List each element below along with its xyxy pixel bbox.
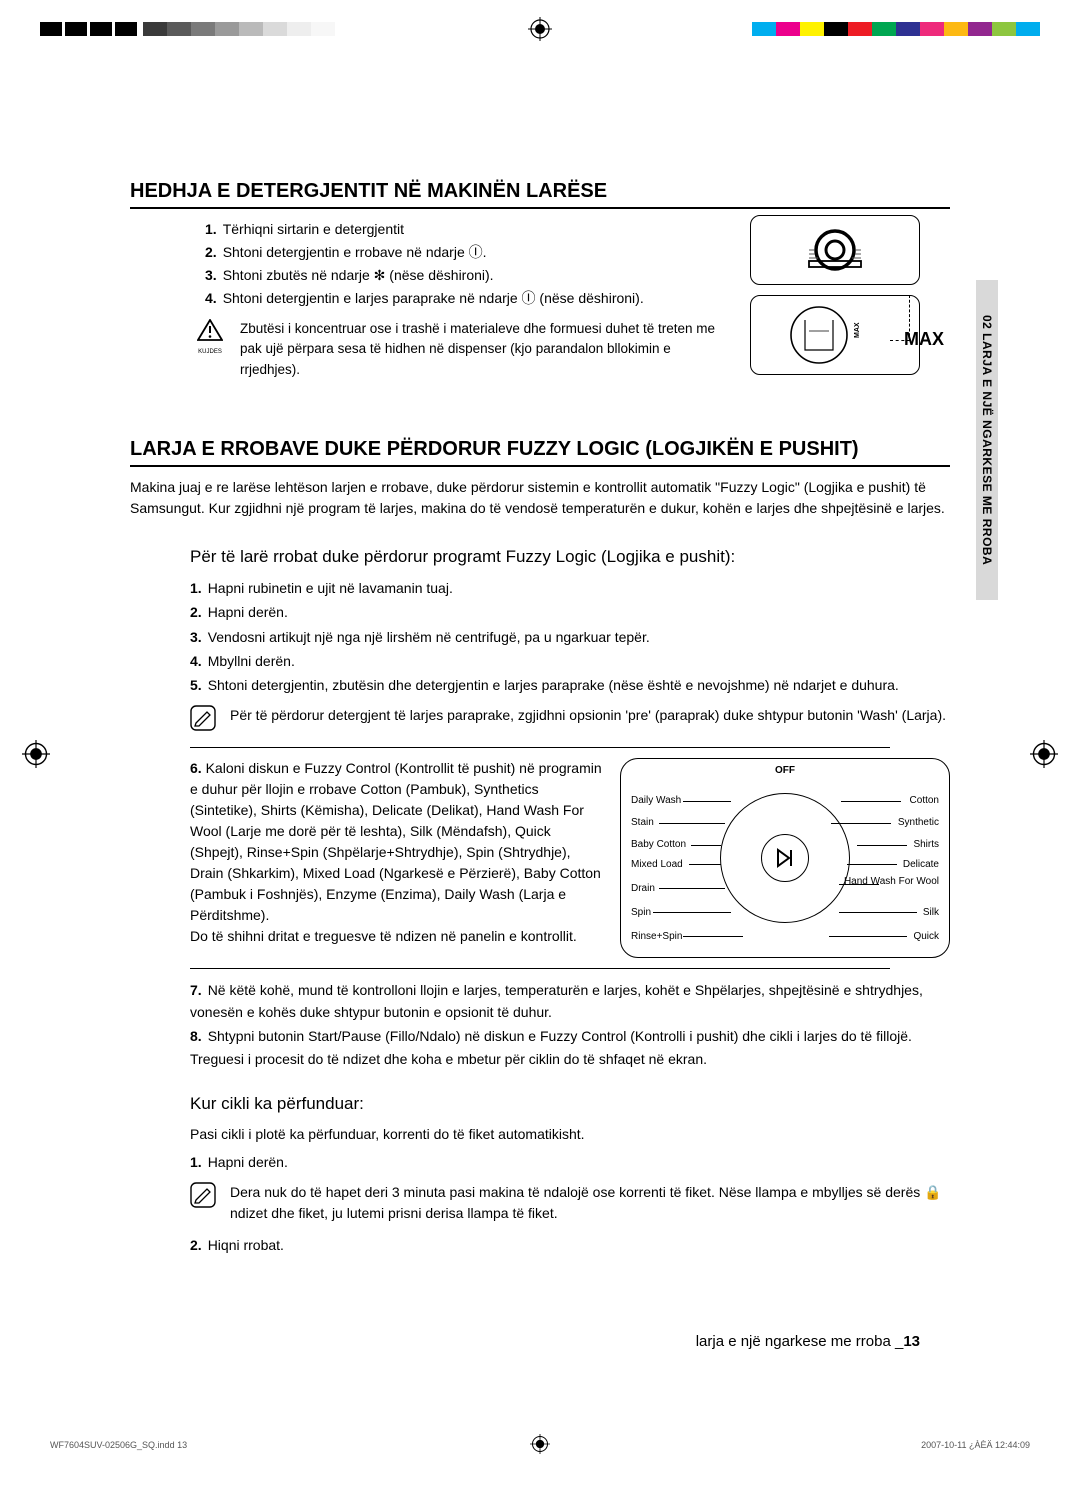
- after-text: Pasi cikli i plotë ka përfunduar, korren…: [190, 1124, 950, 1145]
- dial-label: Shirts: [913, 839, 939, 850]
- list-item: 2.Hiqni rrobat.: [190, 1234, 950, 1256]
- after-steps: 1.Hapni derën.: [190, 1151, 950, 1173]
- section2-intro: Makina juaj e re larëse lehtëson larjen …: [130, 477, 950, 519]
- reg-grey-gradient: [143, 22, 335, 36]
- note-icon: [190, 705, 218, 737]
- dial-label: Mixed Load: [631, 859, 683, 870]
- registration-crosshair-icon: [22, 740, 50, 768]
- list-item: 2.Shtoni detergjentin e rrobave në ndarj…: [205, 242, 685, 263]
- reg-black-blocks: [40, 22, 137, 36]
- list-item: 2.Hapni derën.: [190, 601, 950, 623]
- after-steps-2: 2.Hiqni rrobat.: [190, 1234, 950, 1256]
- print-registration-bar: [40, 20, 1040, 38]
- warning-text: Zbutësi i koncentruar ose i trashë i mat…: [240, 319, 730, 380]
- dial-label: Delicate: [903, 859, 939, 870]
- section2-steps7-8: 7.Në këtë kohë, mund të kontrolloni lloj…: [190, 979, 950, 1071]
- warning-icon: KUJDES: [190, 319, 230, 380]
- list-item: 4.Shtoni detergjentin e larjes paraprake…: [205, 288, 685, 309]
- print-file-name: WF7604SUV-02506G_SQ.indd 13: [50, 1440, 187, 1450]
- footer-text: larja e një ngarkese me rroba _: [696, 1333, 904, 1350]
- section2-steps1-5: 1.Hapni rubinetin e ujit në lavamanin tu…: [190, 577, 950, 697]
- section1-title: HEDHJA E DETERGJENTIT NË MAKINËN LARËSE: [130, 180, 950, 209]
- tip-note-1: Për të përdorur detergjent të larjes par…: [190, 705, 950, 737]
- chapter-side-tab-label: 02 LARJA E NJË NGARKESE ME RROBA: [980, 315, 994, 565]
- list-item: 3.Vendosni artikujt një nga një lirshëm …: [190, 626, 950, 648]
- tip-text: Për të përdorur detergjent të larjes par…: [230, 705, 946, 737]
- detergent-figures: MAX MAX: [720, 215, 950, 375]
- chapter-side-tab: 02 LARJA E NJË NGARKESE ME RROBA: [976, 280, 998, 600]
- reg-color-swatches: [752, 22, 1040, 36]
- max-label: MAX: [904, 329, 944, 350]
- section2-title: LARJA E RROBAVE DUKE PËRDORUR FUZZY LOGI…: [130, 438, 950, 467]
- list-item: 1.Tërhiqni sirtarin e detergjentit: [205, 219, 685, 240]
- dial-label: Daily Wash: [631, 795, 681, 806]
- step6-text: 6. Kaloni diskun e Fuzzy Control (Kontro…: [190, 758, 602, 958]
- print-timestamp: 2007-10-11 ¿ÀÈÄ 12:44:09: [921, 1440, 1030, 1450]
- compartment-figure: [750, 215, 920, 285]
- list-item: 5.Shtoni detergjentin, zbutësin dhe dete…: [190, 674, 950, 696]
- tip-note-2: Dera nuk do të hapet deri 3 minuta pasi …: [190, 1182, 950, 1224]
- page-content: 02 LARJA E NJË NGARKESE ME RROBA HEDHJA …: [130, 180, 950, 1258]
- page-footer: larja e një ngarkese me rroba _13: [696, 1333, 920, 1350]
- dial-label: Cotton: [910, 795, 939, 806]
- dial-label: Synthetic: [898, 817, 939, 828]
- play-pause-icon: [761, 834, 809, 882]
- registration-crosshair-icon: [1030, 740, 1058, 768]
- dial-label: Stain: [631, 817, 654, 828]
- dial-label: Silk: [923, 907, 939, 918]
- program-dial-figure: OFF Daily Wash Stain Baby Cotton Mixed L…: [620, 758, 950, 958]
- section1-steps: 1.Tërhiqni sirtarin e detergjentit 2.Sht…: [205, 219, 685, 309]
- list-item: 8.Shtypni butonin Start/Pause (Fillo/Nda…: [190, 1025, 950, 1070]
- print-footer: WF7604SUV-02506G_SQ.indd 13 2007-10-11 ¿…: [50, 1440, 1030, 1450]
- dial-label: Rinse+Spin: [631, 931, 682, 942]
- dial-off-label: OFF: [775, 765, 795, 776]
- dial-label: Quick: [913, 931, 939, 942]
- dial-label: Drain: [631, 883, 655, 894]
- registration-crosshair-icon: [530, 1434, 550, 1456]
- dial-label: Spin: [631, 907, 651, 918]
- list-item: 7.Në këtë kohë, mund të kontrolloni lloj…: [190, 979, 950, 1024]
- page-number: 13: [903, 1333, 920, 1350]
- section2-sub1: Për të larë rrobat duke përdorur program…: [190, 547, 950, 567]
- section2-sub2: Kur cikli ka përfunduar:: [190, 1094, 950, 1114]
- list-item: 4.Mbyllni derën.: [190, 650, 950, 672]
- dial-label: Baby Cotton: [631, 839, 686, 850]
- warning-note: KUJDES Zbutësi i koncentruar ose i trash…: [190, 319, 730, 380]
- list-item: 3.Shtoni zbutës në ndarje ✻ (nëse dëshir…: [205, 265, 685, 286]
- note-icon: [190, 1182, 218, 1224]
- list-item: 1.Hapni rubinetin e ujit në lavamanin tu…: [190, 577, 950, 599]
- step6-row: 6. Kaloni diskun e Fuzzy Control (Kontro…: [190, 758, 950, 958]
- dial-label: Hand Wash For Wool: [844, 877, 939, 887]
- svg-text:MAX: MAX: [854, 322, 861, 338]
- divider: [190, 968, 890, 969]
- tip-text: Dera nuk do të hapet deri 3 minuta pasi …: [230, 1182, 950, 1224]
- registration-crosshair-icon: [528, 17, 552, 41]
- list-item: 1.Hapni derën.: [190, 1151, 950, 1173]
- divider: [190, 747, 890, 748]
